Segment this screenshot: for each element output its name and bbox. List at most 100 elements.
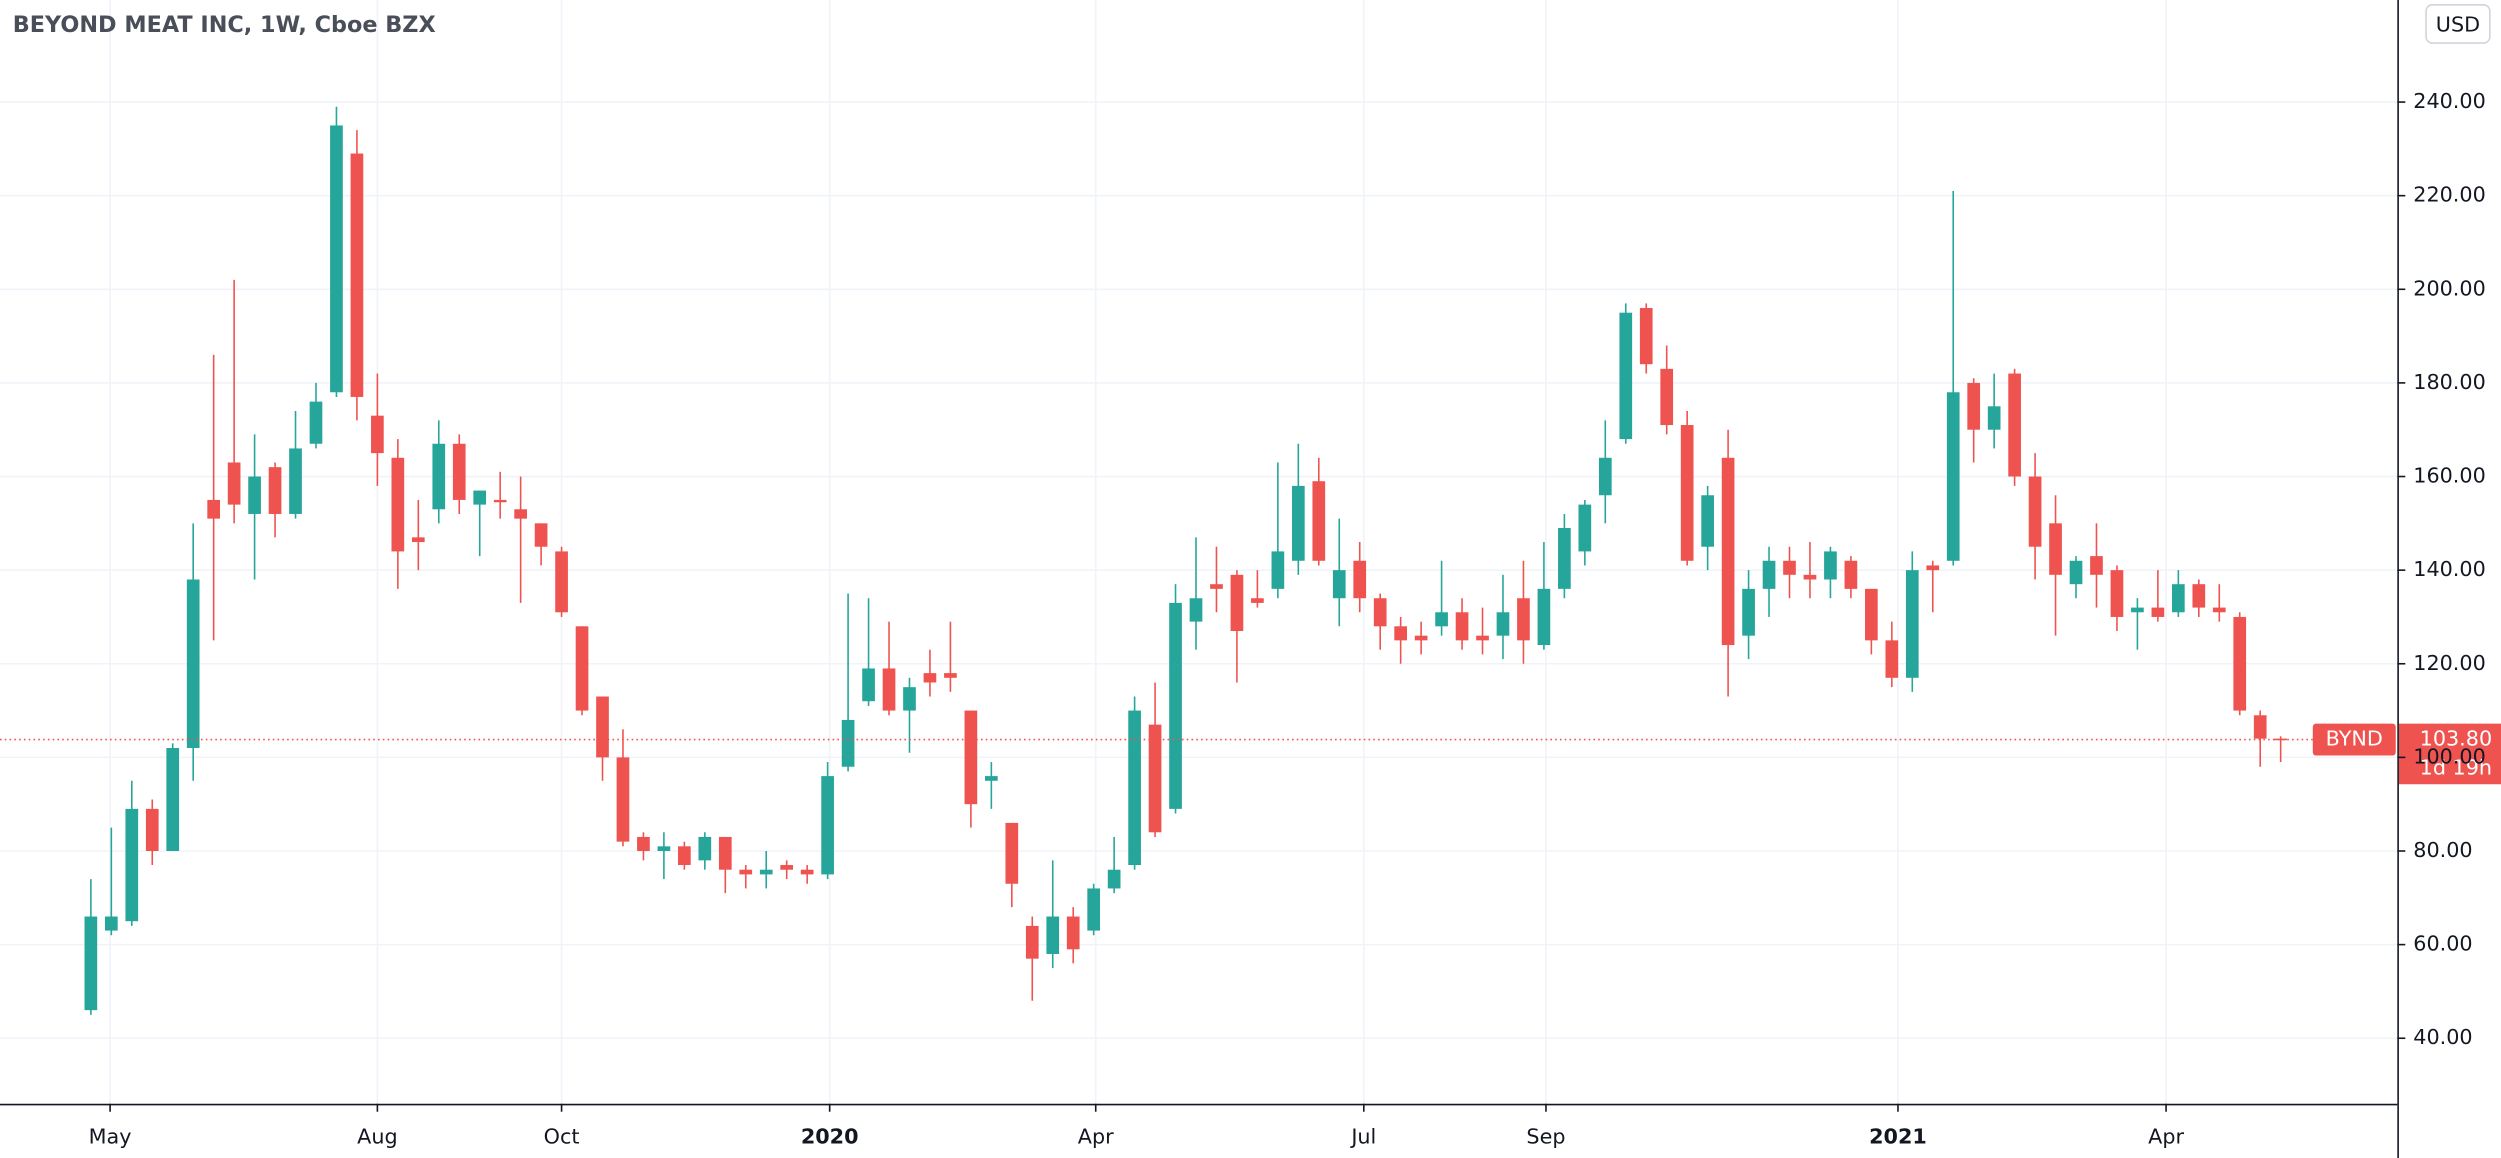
x-tick-label: 2021 [1869,1124,1927,1148]
candle-body [903,687,916,711]
candle-body [2151,607,2165,617]
candle-body [1312,481,1326,561]
x-tick-label: Apr [1078,1124,1114,1148]
candle-body [1373,598,1387,627]
candle-body [104,916,118,931]
candle-body [698,836,712,861]
candle-body [1946,392,1960,561]
candle-body [1414,635,1428,641]
ticker-label: BYND [2326,727,2383,751]
candle-body [411,537,425,543]
candle-body [1353,560,1367,599]
candle-body [2008,373,2021,477]
candle-body [2192,584,2206,608]
candle-body [2171,584,2185,613]
candle-body [1558,528,1571,589]
candle-body [1046,916,1060,954]
candle-body [2233,616,2247,711]
candle-body [1476,635,1489,641]
candle-body [2131,607,2144,613]
candle-body [473,490,487,505]
y-tick-label: 140.00 [2413,557,2486,581]
candle-body [596,696,609,758]
candle-body [268,467,282,514]
candle-body [432,443,446,510]
candle-body [759,869,773,875]
y-tick-label: 220.00 [2413,183,2486,207]
candle-body [1865,588,1878,641]
countdown-label: 1d 19h [2420,755,2492,779]
x-tick-label: Sep [1526,1124,1565,1148]
candle-body [1721,457,1735,646]
y-tick-label: 60.00 [2413,932,2472,956]
candle-body [555,551,568,613]
candle-body [2049,523,2062,575]
candle-body [985,776,998,781]
candle-body [616,757,630,842]
candle-body [1128,710,1141,866]
candle-body [1660,368,1674,426]
candle-body [841,719,855,767]
candle-body [371,415,384,454]
candle-body [2253,715,2267,739]
price-tag [2398,723,2501,785]
candle-body [452,443,466,500]
candle-body [1885,640,1899,678]
candle-body [186,579,200,749]
candle-body [1230,574,1244,631]
candle-body [1905,570,1919,678]
candle-body [739,869,753,875]
candle-body [1210,584,1223,589]
candle-body [1496,612,1510,636]
candle-body [1169,602,1182,809]
candle-body [2090,556,2103,575]
candle-body [1639,308,1653,365]
candle-body [944,673,957,678]
y-tick-label: 200.00 [2413,276,2486,300]
candle-body [166,748,180,851]
y-tick-label: 120.00 [2413,651,2486,675]
candle-body [289,448,302,514]
candle-body [84,916,98,1011]
candle-body [678,846,691,866]
candle-body [534,523,548,547]
candle-body [1435,612,1448,627]
currency-label[interactable]: USD [2436,13,2480,37]
candle-body [145,808,159,851]
candle-body [1148,724,1162,833]
candle-body [637,836,650,851]
candle-body [1005,822,1019,884]
candle-body [514,509,527,519]
candle-body [1189,598,1203,622]
candle-body [1824,551,1837,580]
candle-body [1578,504,1592,552]
candle-body [882,668,896,711]
candle-body [718,836,732,870]
candle-body [1803,574,1817,580]
candle-body [1394,626,1407,641]
candle-body [1537,588,1551,646]
x-tick-label: Apr [2148,1124,2184,1148]
y-tick-label: 240.00 [2413,89,2486,113]
candle-body [780,865,794,870]
candle-body [248,476,261,514]
currency-button[interactable] [2425,3,2491,44]
candle-body [1087,888,1101,931]
candle-body [1783,560,1796,575]
x-tick-label: May [89,1124,132,1148]
candle-body [1251,598,1264,603]
y-tick-label: 160.00 [2413,464,2486,488]
candle-body [2212,607,2226,613]
chart-title: BEYOND MEAT INC, 1W, Cboe BZX [13,12,436,38]
candle-body [1517,598,1530,641]
candle-body [2028,476,2042,547]
candle-body [1926,565,1940,571]
candle-body [923,673,937,683]
candle-body [964,710,978,805]
candle-body [1332,570,1346,599]
candle-body [1455,612,1469,641]
candle-body [1742,588,1755,636]
candle-body [821,776,834,875]
x-tick-label: Aug [357,1124,397,1148]
